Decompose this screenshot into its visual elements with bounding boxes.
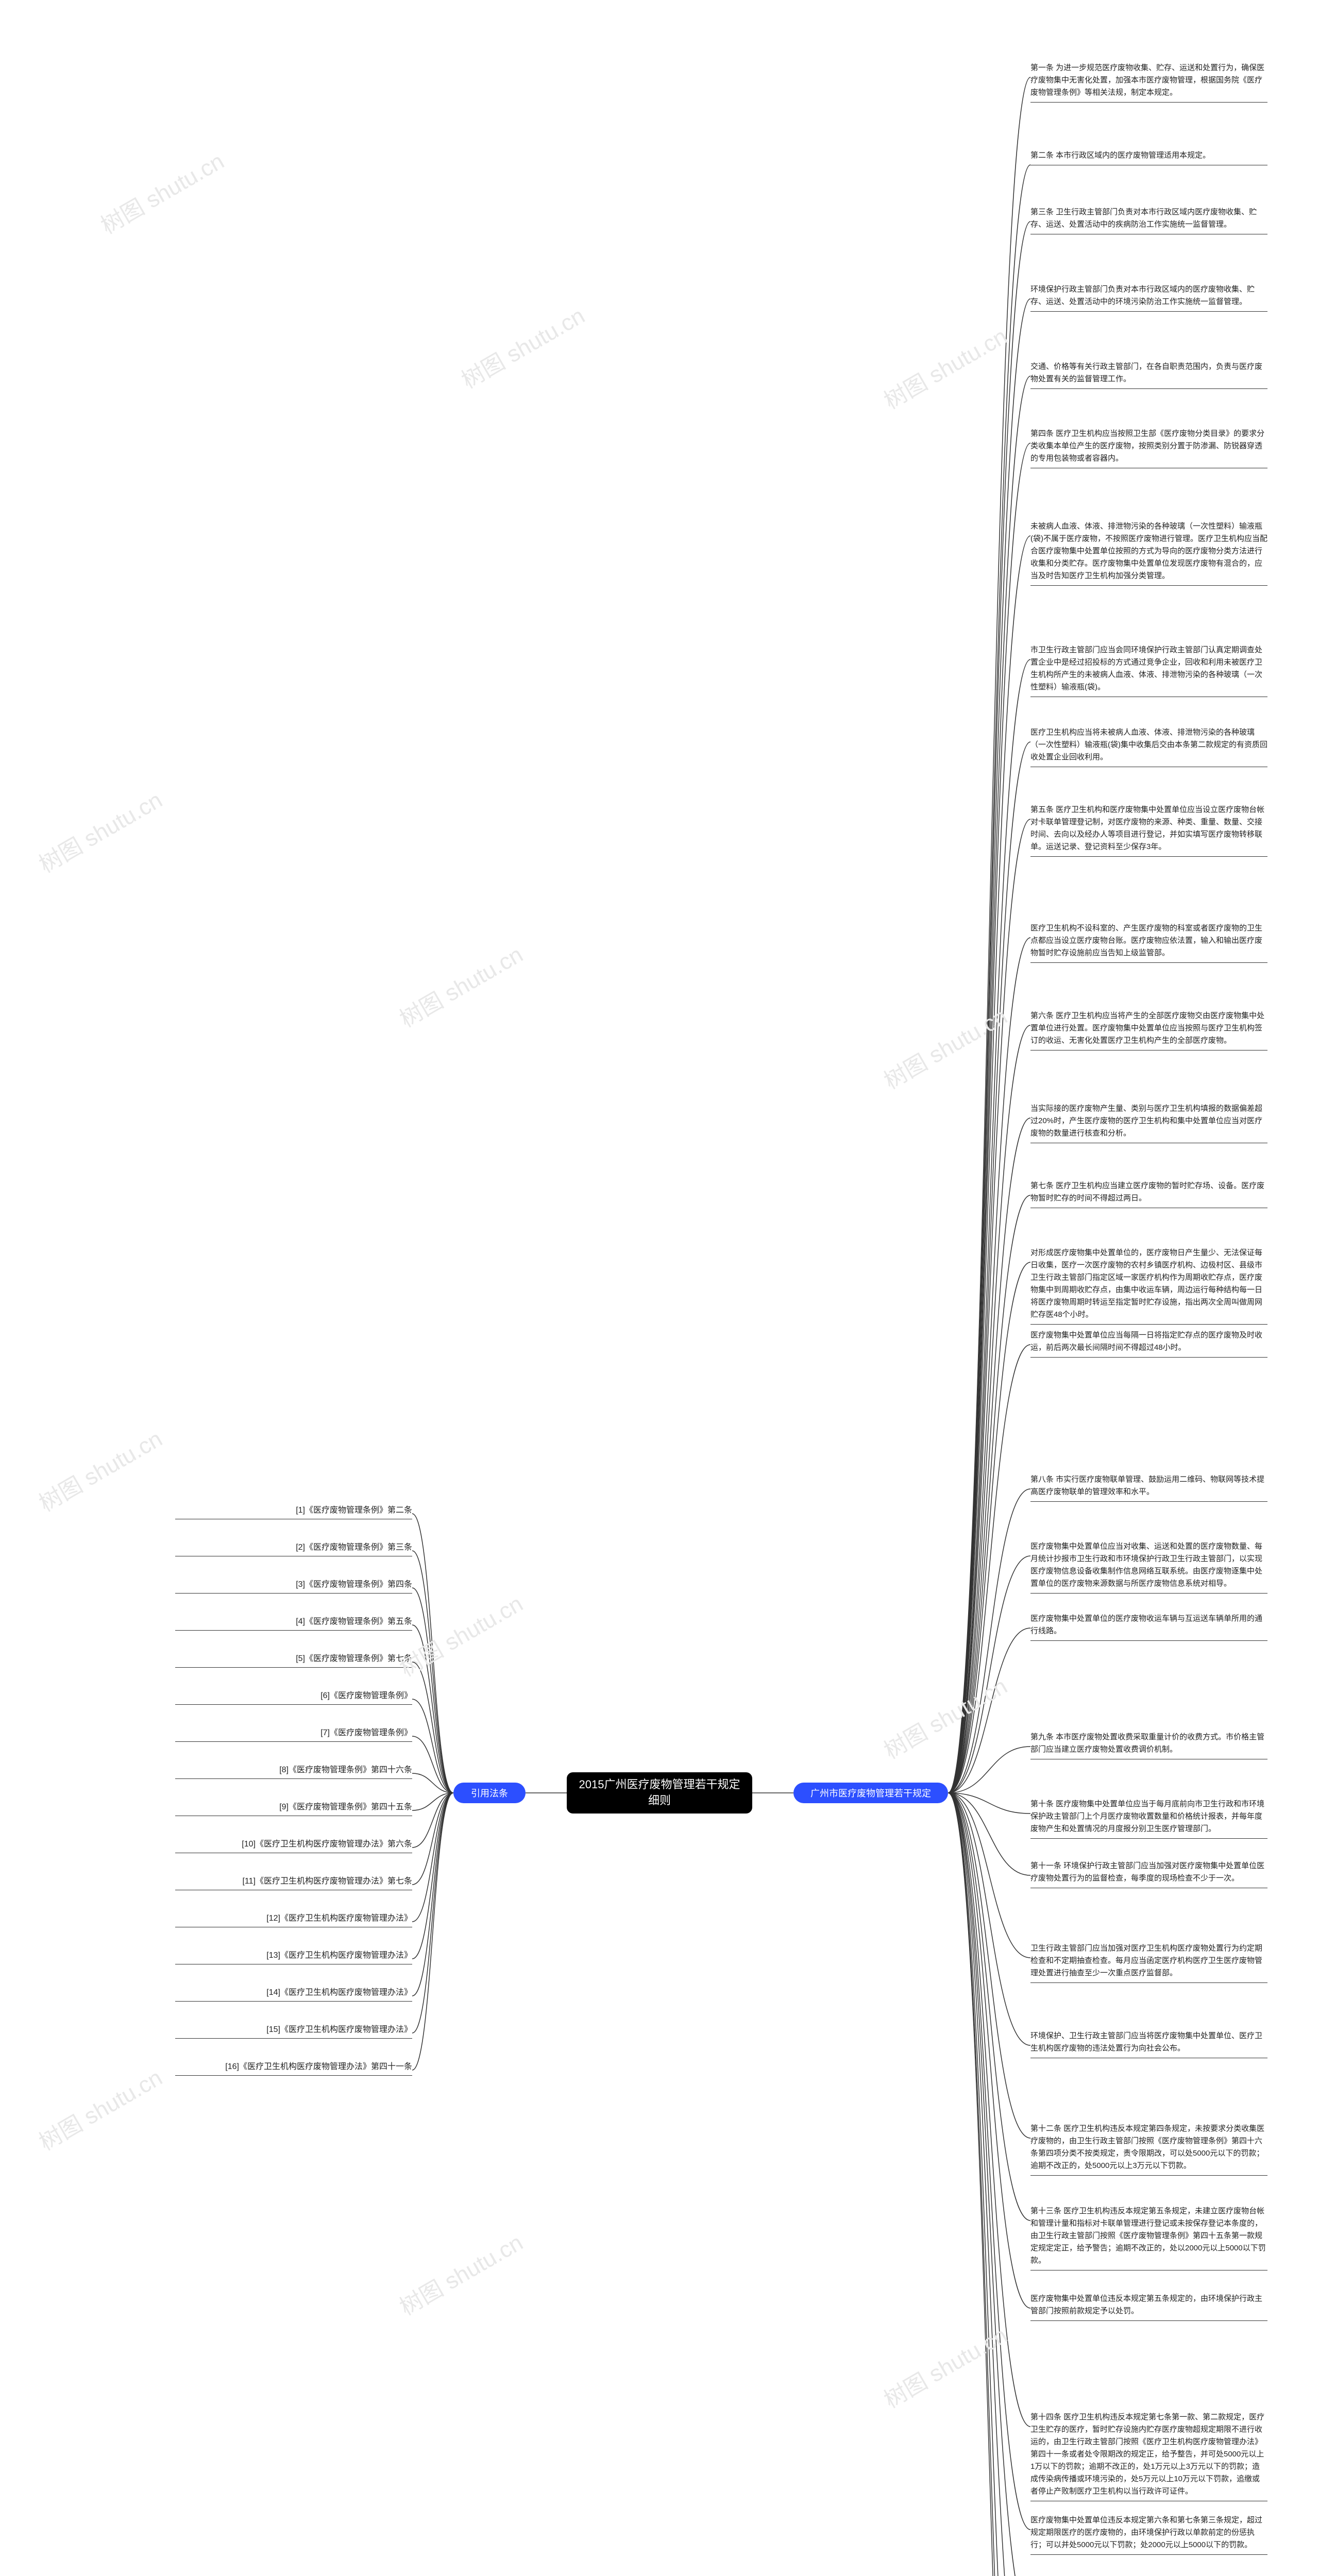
- right-leaf: 医疗卫生机构应当将未被病人血液、体液、排泄物污染的各种玻璃（一次性塑料）输液瓶(…: [1030, 726, 1267, 767]
- right-leaf: 第二条 本市行政区域内的医疗废物管理适用本规定。: [1030, 149, 1267, 165]
- left-leaf: [15]《医疗卫生机构医疗废物管理办法》: [175, 2024, 412, 2039]
- right-leaf: 第九条 本市医疗废物处置收费采取重量计价的收费方式。市价格主管部门应当建立医疗废…: [1030, 1731, 1267, 1759]
- left-branch-label: 引用法条: [471, 1786, 508, 1800]
- left-leaf: [1]《医疗废物管理条例》第二条: [175, 1504, 412, 1519]
- right-leaf: 交通、价格等有关行政主管部门，在各自职责范围内，负责与医疗废物处置有关的监督管理…: [1030, 361, 1267, 389]
- left-leaf: [3]《医疗废物管理条例》第四条: [175, 1579, 412, 1594]
- right-leaf: 医疗废物集中处置单位应当每隔一日将指定贮存点的医疗废物及时收运，前后两次最长间隔…: [1030, 1329, 1267, 1358]
- mindmap-canvas: 2015广州医疗废物管理若干规定细则 引用法条 广州市医疗废物管理若干规定 [1…: [0, 0, 1319, 2576]
- right-leaf: 医疗废物集中处置单位的医疗废物收运车辆与互运送车辆单所用的通行线路。: [1030, 1613, 1267, 1641]
- left-leaf: [4]《医疗废物管理条例》第五条: [175, 1616, 412, 1631]
- right-leaf: 第八条 市实行医疗废物联单管理、鼓励运用二维码、物联网等技术提高医疗废物联单的管…: [1030, 1473, 1267, 1502]
- right-branch-label: 广州市医疗废物管理若干规定: [810, 1786, 931, 1800]
- watermark: 树图 shutu.cn: [877, 1668, 1012, 1766]
- watermark: 树图 shutu.cn: [393, 1586, 528, 1683]
- left-leaf: [7]《医疗废物管理条例》: [175, 1727, 412, 1742]
- watermark: 树图 shutu.cn: [32, 1421, 167, 1518]
- right-leaf: 当实际接的医疗废物产生量、类别与医疗卫生机构填报的数据偏差超过20%时，产生医疗…: [1030, 1103, 1267, 1143]
- watermark: 树图 shutu.cn: [877, 318, 1012, 416]
- right-leaf: 第七条 医疗卫生机构应当建立医疗废物的暂时贮存场、设备。医疗废物暂时贮存的时间不…: [1030, 1180, 1267, 1208]
- right-leaf: 医疗废物集中处置单位违反本规定第六条和第七条第三条规定，超过规定期限医疗的医疗废…: [1030, 2514, 1267, 2555]
- left-leaf: [9]《医疗废物管理条例》第四十五条: [175, 1801, 412, 1816]
- right-leaf: 第三条 卫生行政主管部门负责对本市行政区域内医疗废物收集、贮存、运送、处置活动中…: [1030, 206, 1267, 234]
- center-title: 2015广州医疗废物管理若干规定细则: [575, 1777, 744, 1809]
- watermark: 树图 shutu.cn: [393, 937, 528, 1034]
- left-leaf: [6]《医疗废物管理条例》: [175, 1690, 412, 1705]
- left-leaf: [16]《医疗卫生机构医疗废物管理办法》第四十一条: [175, 2061, 412, 2076]
- watermark: 树图 shutu.cn: [877, 2317, 1012, 2415]
- right-leaf: 第十条 医疗废物集中处置单位应当于每月底前向市卫生行政和市环境保护政主管部门上个…: [1030, 1798, 1267, 1839]
- right-leaf: 环境保护行政主管部门负责对本市行政区域内的医疗废物收集、贮存、运送、处置活动中的…: [1030, 283, 1267, 312]
- left-leaf: [13]《医疗卫生机构医疗废物管理办法》: [175, 1950, 412, 1964]
- right-branch-node: 广州市医疗废物管理若干规定: [793, 1783, 948, 1803]
- right-leaf: 第五条 医疗卫生机构和医疗废物集中处置单位应当设立医疗废物台帐对卡联单管理登记制…: [1030, 804, 1267, 857]
- watermark: 树图 shutu.cn: [877, 998, 1012, 1096]
- right-leaf: 环境保护、卫生行政主管部门应当将医疗废物集中处置单位、医疗卫生机构医疗废物的违法…: [1030, 2030, 1267, 2058]
- left-leaf: [10]《医疗卫生机构医疗废物管理办法》第六条: [175, 1838, 412, 1853]
- right-leaf: 第十三条 医疗卫生机构违反本规定第五条规定，未建立医疗废物台帐和管理计量和指标对…: [1030, 2205, 1267, 2270]
- watermark: 树图 shutu.cn: [454, 298, 590, 395]
- left-leaf: [11]《医疗卫生机构医疗废物管理办法》第七条: [175, 1875, 412, 1890]
- right-leaf: 第一条 为进一步规范医疗废物收集、贮存、运送和处置行为，确保医疗废物集中无害化处…: [1030, 62, 1267, 103]
- right-leaf: 第十一条 环境保护行政主管部门应当加强对医疗废物集中处置单位医疗废物处置行为的监…: [1030, 1860, 1267, 1888]
- right-leaf: 医疗废物集中处置单位违反本规定第五条规定的，由环境保护行政主管部门按照前款规定予…: [1030, 2293, 1267, 2321]
- right-leaf: 卫生行政主管部门应当加强对医疗卫生机构医疗废物处置行为约定期检查和不定期抽查检查…: [1030, 1942, 1267, 1983]
- watermark: 树图 shutu.cn: [393, 2225, 528, 2322]
- left-leaf: [14]《医疗卫生机构医疗废物管理办法》: [175, 1987, 412, 2002]
- right-leaf: 第六条 医疗卫生机构应当将产生的全部医疗废物交由医疗废物集中处置单位进行处置。医…: [1030, 1010, 1267, 1050]
- right-leaf: 医疗卫生机构不设科室的、产生医疗废物的科室或者医疗废物的卫生点都应当设立医疗废物…: [1030, 922, 1267, 963]
- right-leaf: 第十四条 医疗卫生机构违反本规定第七条第一款、第二款规定，医疗卫生贮存的医疗，暂…: [1030, 2411, 1267, 2501]
- left-branch-node: 引用法条: [453, 1783, 526, 1803]
- right-leaf: 第四条 医疗卫生机构应当按照卫生部《医疗废物分类目录》的要求分类收集本单位产生的…: [1030, 428, 1267, 468]
- right-leaf: 第十二条 医疗卫生机构违反本规定第四条规定，未按要求分类收集医疗废物的，由卫生行…: [1030, 2123, 1267, 2176]
- right-leaf: 医疗废物集中处置单位应当对收集、运送和处置的医疗废物数量、每月统计抄报市卫生行政…: [1030, 1540, 1267, 1594]
- right-leaf: 对形成医疗废物集中处置单位的，医疗废物日产生量少、无法保证每日收集，医疗一次医疗…: [1030, 1247, 1267, 1325]
- watermark: 树图 shutu.cn: [32, 782, 167, 879]
- left-leaf: [8]《医疗废物管理条例》第四十六条: [175, 1764, 412, 1779]
- watermark: 树图 shutu.cn: [32, 2060, 167, 2157]
- left-leaf: [2]《医疗废物管理条例》第三条: [175, 1541, 412, 1556]
- center-node: 2015广州医疗废物管理若干规定细则: [567, 1772, 752, 1814]
- right-leaf: 市卫生行政主管部门应当会同环境保护行政主管部门认真定期调查处置企业中是经过招投标…: [1030, 644, 1267, 697]
- left-leaf: [5]《医疗废物管理条例》第七条: [175, 1653, 412, 1668]
- left-leaf: [12]《医疗卫生机构医疗废物管理办法》: [175, 1912, 412, 1927]
- right-leaf: 未被病人血液、体液、排泄物污染的各种玻璃（一次性塑料）输液瓶(袋)不属于医疗废物…: [1030, 520, 1267, 586]
- watermark: 树图 shutu.cn: [94, 143, 229, 241]
